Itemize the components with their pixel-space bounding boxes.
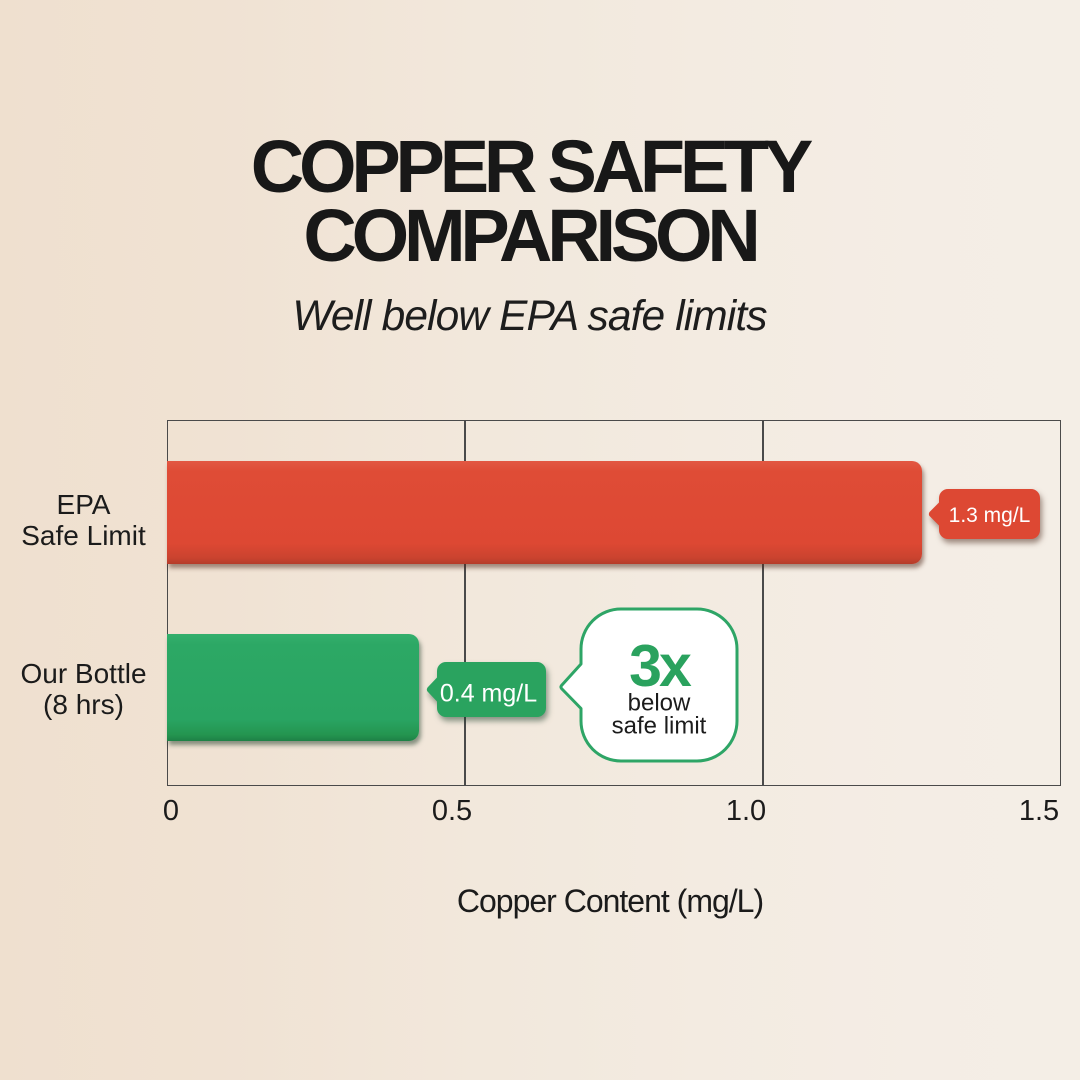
svg-text:below: below <box>628 690 691 717</box>
svg-text:1.3 mg/L: 1.3 mg/L <box>949 504 1031 527</box>
svg-text:3x: 3x <box>629 633 692 699</box>
svg-text:safe limit: safe limit <box>612 713 707 740</box>
svg-text:0.4 mg/L: 0.4 mg/L <box>440 680 537 708</box>
